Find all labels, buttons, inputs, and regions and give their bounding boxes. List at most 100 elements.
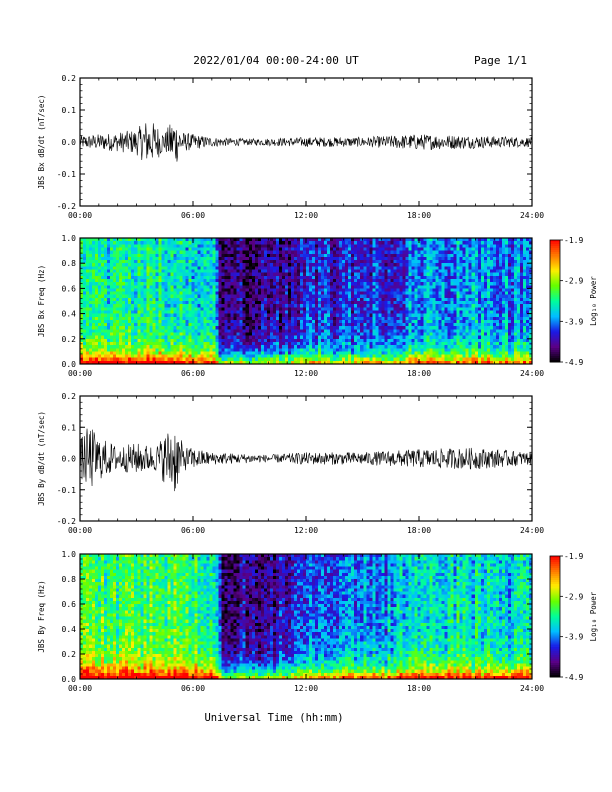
heat-cell (89, 335, 93, 340)
heat-cell (287, 278, 292, 283)
heat-cell (125, 316, 129, 321)
heat-cell (330, 351, 334, 355)
heat-cell (393, 272, 397, 277)
heat-cell (155, 310, 159, 314)
heat-cell (80, 323, 84, 327)
heat-cell (287, 294, 292, 299)
heat-cell (290, 263, 295, 267)
heat-cell (333, 360, 337, 365)
heat-cell (372, 329, 376, 333)
heat-cell (360, 310, 364, 314)
heat-cell (128, 263, 132, 267)
heat-cell (215, 310, 220, 314)
heat-cell (266, 301, 271, 305)
heat-cell (360, 360, 364, 365)
heat-cell (158, 307, 162, 311)
heat-cell (318, 310, 322, 314)
heat-cell (263, 341, 268, 346)
heat-cell (146, 291, 150, 296)
heat-cell (167, 282, 171, 286)
heat-cell (182, 272, 186, 277)
heat-cell (345, 357, 349, 362)
heat-cell (224, 238, 229, 242)
heat-cell (321, 335, 325, 340)
heat-cell (203, 278, 207, 283)
heat-cell (200, 288, 204, 292)
heat-cell (339, 256, 343, 261)
heat-cell (417, 263, 421, 267)
heat-cell (420, 288, 424, 292)
heat-cell (203, 345, 207, 349)
heat-cell (309, 291, 313, 296)
heat-cell (101, 269, 105, 274)
heat-cell (182, 238, 186, 242)
heat-cell (411, 351, 415, 355)
heat-cell (360, 291, 364, 296)
heat-cell (80, 297, 84, 302)
heat-cell (230, 238, 235, 242)
heat-cell (206, 351, 210, 355)
heat-cell (206, 313, 210, 318)
heat-cell (312, 301, 316, 305)
heat-cell (104, 275, 108, 280)
heat-cell (242, 244, 247, 248)
heat-cell (441, 238, 446, 242)
heat-cell (345, 345, 349, 349)
heat-cell (200, 278, 204, 283)
heat-cell (432, 351, 436, 355)
heat-cell (399, 288, 403, 292)
heat-cell (263, 313, 268, 318)
heat-cell (146, 285, 150, 289)
heat-cell (435, 294, 439, 299)
heat-cell (200, 329, 204, 333)
heat-cell (137, 319, 141, 324)
heat-cell (363, 351, 367, 355)
heat-cell (86, 360, 90, 365)
heat-cell (275, 310, 280, 314)
heat-cell (155, 288, 159, 292)
heat-cell (333, 272, 337, 277)
heat-cell (176, 269, 180, 274)
heat-cell (155, 294, 159, 299)
heat-cell (296, 323, 301, 327)
heat-cell (333, 323, 337, 327)
heat-cell (104, 285, 108, 289)
heat-cell (321, 266, 325, 270)
heat-cell (200, 253, 204, 258)
heat-cell (402, 304, 406, 308)
heat-cell (251, 316, 256, 321)
heat-cell (233, 247, 238, 251)
heat-cell (137, 345, 141, 349)
heat-cell (266, 263, 271, 267)
heat-cell (185, 316, 189, 321)
heat-cell (336, 360, 340, 365)
heat-cell (324, 297, 328, 302)
heat-cell (236, 323, 241, 327)
heat-cell (444, 329, 449, 333)
heat-cell (354, 354, 358, 359)
heat-cell (372, 294, 376, 299)
heat-cell (83, 263, 87, 267)
heat-cell (309, 253, 313, 258)
heat-cell (119, 357, 123, 362)
heat-cell (390, 260, 394, 264)
heat-cell (260, 269, 265, 274)
heat-cell (293, 250, 298, 255)
heat-cell (203, 310, 207, 314)
heat-cell (420, 338, 424, 343)
heat-cell (230, 297, 235, 302)
heat-cell (372, 338, 376, 343)
heat-cell (218, 307, 223, 311)
heat-cell (278, 357, 283, 362)
heat-cell (176, 247, 180, 251)
heat-cell (161, 282, 165, 286)
heat-cell (245, 263, 250, 267)
heat-cell (278, 250, 283, 255)
heat-cell (125, 304, 129, 308)
heat-cell (110, 263, 114, 267)
heat-cell (438, 357, 442, 362)
heat-cell (284, 332, 289, 337)
heat-cell (83, 291, 87, 296)
heat-cell (233, 250, 238, 255)
heat-cell (432, 275, 436, 280)
